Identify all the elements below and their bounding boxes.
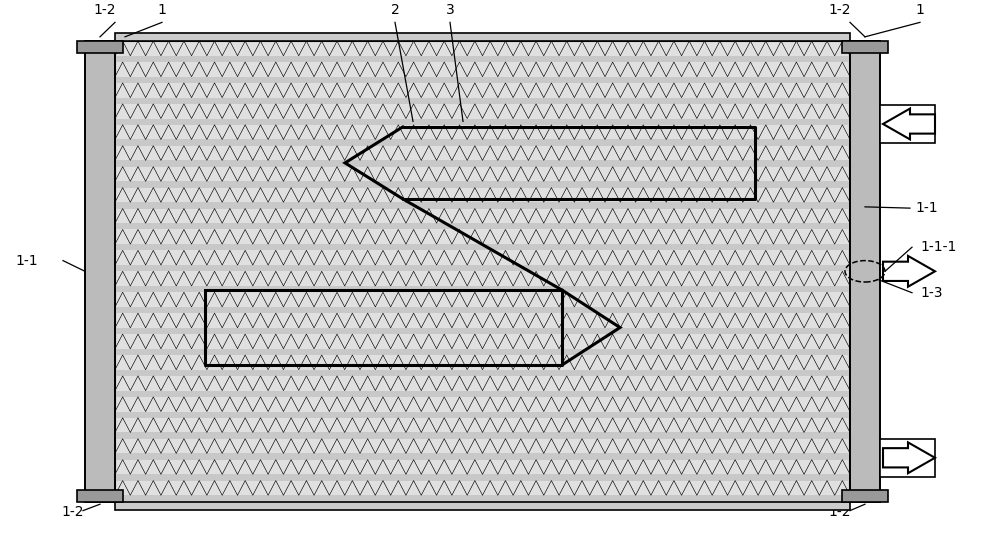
- Bar: [115, 286, 850, 292]
- Bar: [115, 41, 850, 501]
- Text: 1-2: 1-2: [62, 505, 84, 519]
- Polygon shape: [883, 108, 935, 140]
- Bar: [77, 490, 123, 501]
- Bar: [77, 41, 123, 53]
- Text: 3: 3: [446, 3, 454, 17]
- Bar: [115, 140, 850, 146]
- Bar: [115, 328, 850, 334]
- Bar: [115, 412, 850, 418]
- Bar: [115, 370, 850, 376]
- Bar: [115, 391, 850, 397]
- Bar: [850, 41, 880, 501]
- Bar: [115, 501, 850, 510]
- Bar: [115, 181, 850, 188]
- Bar: [115, 349, 850, 355]
- Bar: [115, 307, 850, 313]
- Text: 1-2: 1-2: [94, 3, 116, 17]
- Text: 1-3: 1-3: [920, 286, 942, 300]
- Bar: [115, 119, 850, 125]
- Text: 1-1-1: 1-1-1: [920, 240, 956, 254]
- Text: 2: 2: [391, 3, 399, 17]
- Bar: [115, 453, 850, 460]
- Bar: [115, 474, 850, 481]
- Bar: [115, 202, 850, 209]
- Polygon shape: [883, 443, 935, 473]
- Bar: [880, 439, 935, 477]
- Text: 1: 1: [158, 3, 166, 17]
- Bar: [115, 56, 850, 62]
- Bar: [842, 490, 888, 501]
- Bar: [880, 105, 935, 143]
- Bar: [115, 98, 850, 104]
- Text: 1-1: 1-1: [915, 201, 938, 215]
- Bar: [115, 495, 850, 501]
- Bar: [115, 161, 850, 167]
- Bar: [115, 77, 850, 83]
- Bar: [85, 41, 115, 501]
- Bar: [842, 41, 888, 53]
- Polygon shape: [883, 256, 935, 287]
- Bar: [115, 432, 850, 439]
- Text: 1-2: 1-2: [829, 505, 851, 519]
- Text: 1-2: 1-2: [829, 3, 851, 17]
- Bar: [115, 32, 850, 41]
- Text: 1: 1: [916, 3, 924, 17]
- Text: 1-1: 1-1: [15, 254, 38, 267]
- Bar: [115, 244, 850, 251]
- Bar: [115, 223, 850, 230]
- Bar: [115, 265, 850, 271]
